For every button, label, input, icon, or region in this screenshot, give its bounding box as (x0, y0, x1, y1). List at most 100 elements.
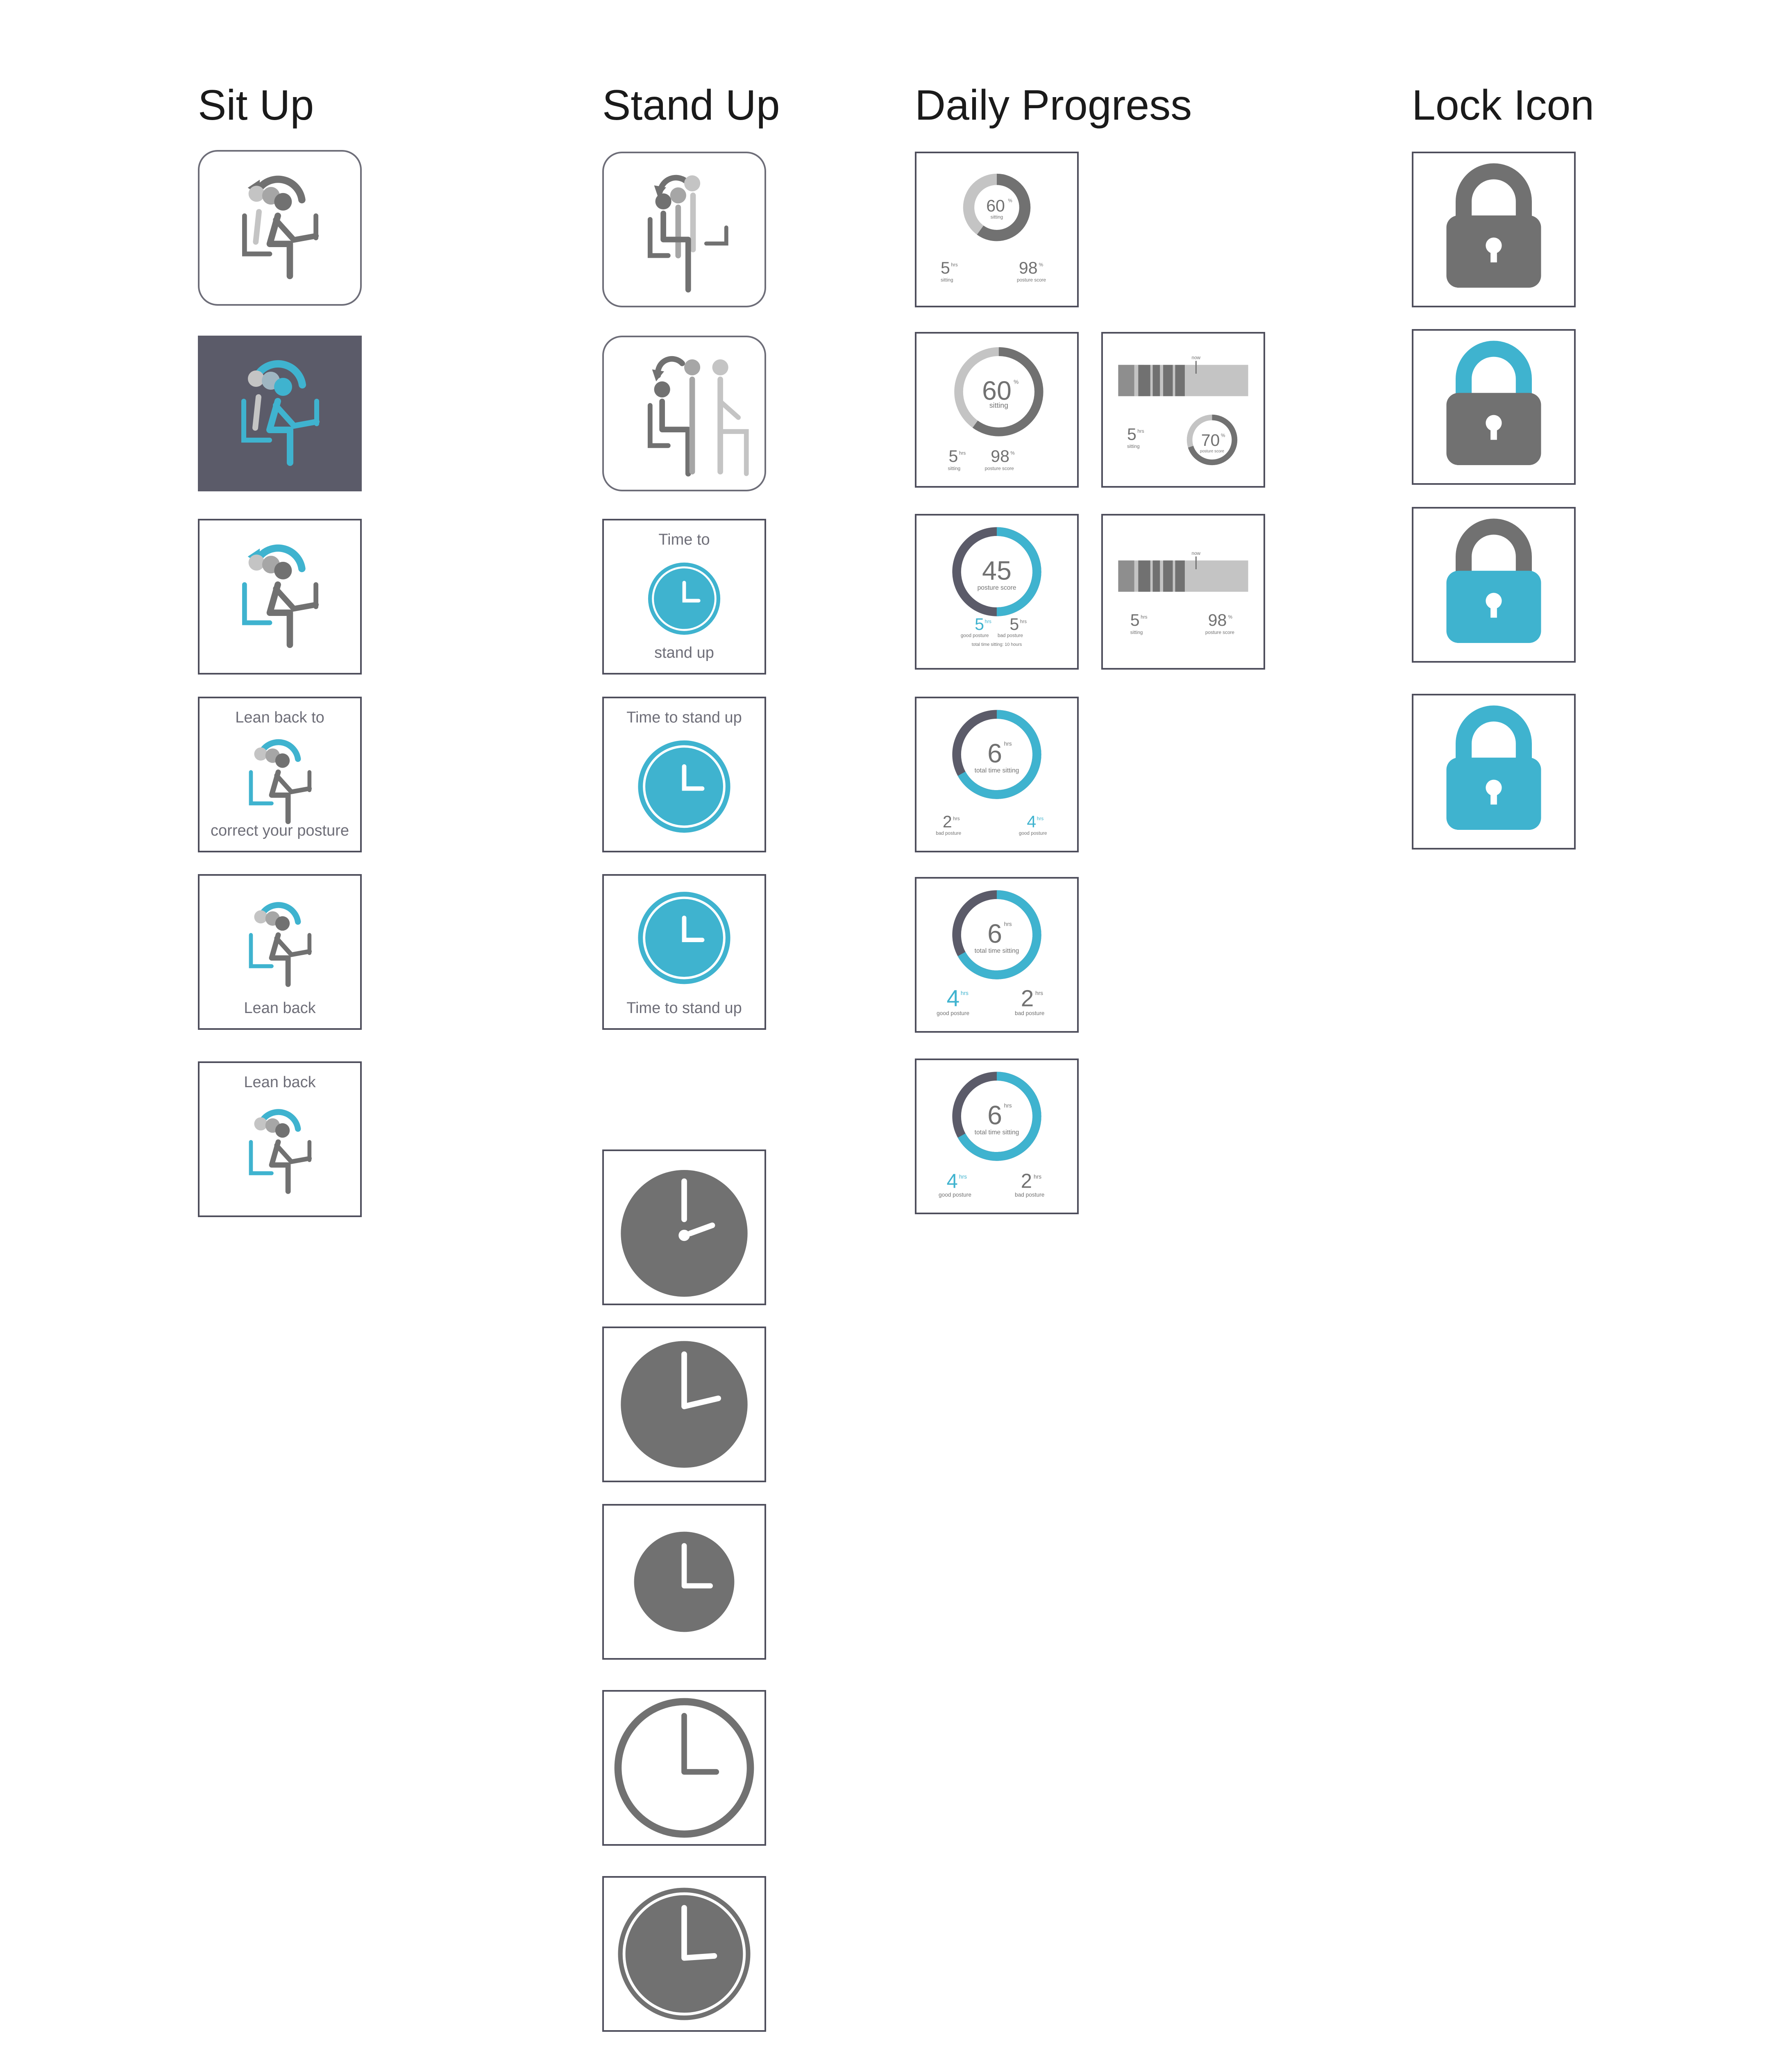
main-unit: hrs (1004, 921, 1012, 927)
sit-up-tile[interactable] (198, 336, 362, 491)
left-unit: hrs (959, 451, 966, 456)
right-value: 98 (991, 447, 1009, 466)
right-unit: % (1010, 451, 1015, 456)
clock-icon (638, 740, 730, 833)
left-value: 5 (1127, 425, 1136, 443)
ring-progress (952, 527, 1041, 616)
sit-up-tile[interactable] (198, 519, 362, 675)
timeline-segment (1118, 365, 1134, 396)
left-unit: hrs (985, 619, 991, 624)
progress-tile[interactable]: 6 hrs total time sitting 4 hrs good post… (915, 1059, 1079, 1214)
tile-caption: Time to stand up (626, 709, 742, 726)
right-value: 98 (1208, 611, 1227, 629)
right-label: bad posture (998, 633, 1023, 638)
sitting-person-icon (249, 1109, 312, 1194)
right-label: posture score (1017, 277, 1046, 283)
progress-ring-chart: 60 % sitting 5 hrs sitting 98 % posture … (948, 347, 1043, 471)
sit-to-stand-icon (647, 175, 728, 293)
left-label: sitting (941, 277, 953, 283)
lock-icon (1446, 163, 1541, 288)
left-unit: hrs (961, 990, 969, 996)
sit-up-tile[interactable]: Lean back (198, 1061, 362, 1217)
daily-progress-title: Daily Progress (915, 82, 1192, 129)
tile-caption: Lean back to (235, 709, 324, 726)
right-value: 98 (1019, 259, 1038, 277)
ring-progress (952, 710, 1041, 799)
sit-up-tile[interactable]: Lean back (198, 874, 362, 1030)
lock-tile[interactable] (1412, 694, 1576, 850)
left-value: 5 (949, 447, 958, 466)
progress-tile[interactable]: 45 posture score 5 hrs good posture 5 hr… (915, 514, 1079, 670)
clock-tile[interactable] (602, 1327, 766, 1482)
clock-tile[interactable] (602, 1690, 766, 1846)
left-unit: hrs (1141, 615, 1147, 620)
stand-up-tile[interactable] (602, 336, 766, 491)
clock-icon (618, 1888, 751, 2020)
left-unit: hrs (959, 1174, 967, 1180)
sitting-person-icon (242, 175, 319, 279)
main-unit: hrs (1004, 741, 1012, 747)
timeline-segment (1175, 365, 1185, 396)
lock-tile[interactable] (1412, 507, 1576, 663)
progress-tile[interactable]: 6 hrs total time sitting 4 hrs good post… (915, 877, 1079, 1033)
timeline-segment (1152, 560, 1160, 592)
right-label: bad posture (1015, 1192, 1044, 1198)
lock-icon-title: Lock Icon (1412, 82, 1595, 129)
progress-tile[interactable]: 60 % sitting 5 hrs sitting 98 % posture … (915, 152, 1079, 307)
main-label: total time sitting (975, 767, 1019, 774)
clock-tile[interactable] (602, 1876, 766, 2032)
left-value: 4 (947, 1170, 958, 1192)
clock-icon (634, 1531, 735, 1632)
progress-tile[interactable]: now 5 hrs sitting 98 % posture score (1101, 514, 1265, 670)
clock-tile[interactable] (602, 1504, 766, 1660)
timeline-segment (1175, 560, 1185, 592)
progress-tile[interactable]: 60 % sitting 5 hrs sitting 98 % posture … (915, 332, 1079, 488)
left-value: 2 (943, 812, 952, 831)
main-unit: hrs (1004, 1103, 1012, 1109)
now-label: now (1192, 355, 1201, 361)
timeline-segment (1163, 560, 1173, 592)
ring-progress (952, 890, 1041, 979)
clock-icon (648, 562, 721, 635)
left-label: good posture (961, 633, 989, 638)
progress-tile[interactable]: 6 hrs total time sitting 2 hrs bad postu… (915, 697, 1079, 852)
clock-tile[interactable] (602, 1149, 766, 1305)
main-label: sitting (991, 215, 1003, 220)
right-label: bad posture (1015, 1010, 1044, 1016)
ring-unit: % (1221, 433, 1225, 438)
sit-up-tile[interactable]: Lean back to correct your posture (198, 697, 362, 852)
sitting-person-icon (249, 902, 312, 987)
right-label: posture score (1205, 630, 1234, 635)
now-label: now (1192, 551, 1201, 556)
left-label: good posture (939, 1192, 971, 1198)
right-unit: % (1228, 615, 1233, 620)
left-label: sitting (1130, 630, 1143, 635)
sit-up-tile[interactable] (198, 150, 362, 306)
stand-up-tile[interactable]: Time to stand up (602, 697, 766, 852)
sitting-person-icon (242, 544, 319, 648)
right-value: 2 (1021, 1170, 1032, 1192)
clock-icon (638, 892, 730, 984)
right-value: 2 (1021, 986, 1034, 1011)
progress-tile[interactable]: now 5 hrs sitting 70 % posture score (1101, 332, 1265, 488)
stand-up-tile[interactable]: Time to stand up (602, 519, 766, 675)
left-label: bad posture (936, 831, 961, 836)
right-unit: hrs (1034, 1174, 1041, 1180)
main-unit: % (1008, 198, 1012, 203)
sit-up-title: Sit Up (198, 82, 314, 129)
stand-up-tile[interactable] (602, 152, 766, 307)
main-label: posture score (978, 584, 1016, 591)
lock-tile[interactable] (1412, 329, 1576, 485)
progress-ring-chart: 6 hrs total time sitting 4 hrs good post… (939, 1072, 1044, 1198)
right-label: posture score (985, 466, 1014, 471)
clock-icon (614, 1698, 754, 1838)
main-value: 6 (987, 919, 1002, 949)
progress-ring-chart: 6 hrs total time sitting 2 hrs bad postu… (936, 710, 1047, 836)
lock-icon (1446, 705, 1541, 830)
ring-progress (963, 173, 1031, 241)
stand-up-tile[interactable]: Time to stand up (602, 874, 766, 1030)
tile-caption: stand up (654, 644, 714, 661)
left-unit: hrs (1137, 429, 1144, 434)
lock-tile[interactable] (1412, 152, 1576, 307)
sitting-person-icon (249, 739, 312, 824)
